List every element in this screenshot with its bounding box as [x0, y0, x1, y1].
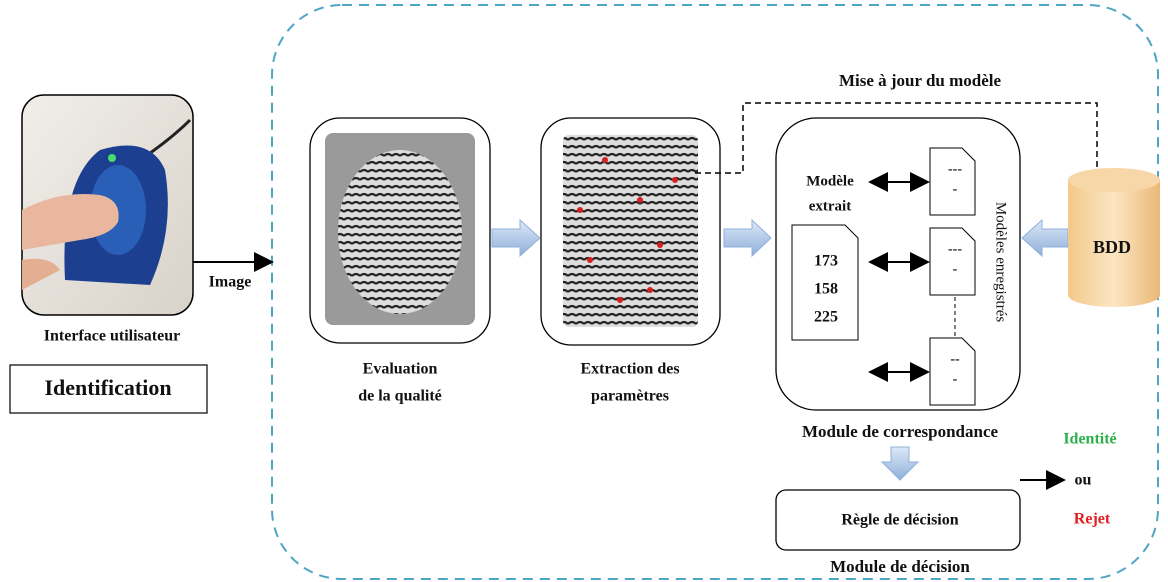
- diagram: Interface utilisateur Identification Ima…: [0, 0, 1168, 582]
- or-label: ou: [1075, 472, 1092, 489]
- extracted-value: 158: [814, 281, 838, 298]
- decision-rule: Règle de décision: [841, 512, 958, 529]
- decision-label: Module de décision: [830, 557, 970, 576]
- fingerprint: [338, 150, 462, 314]
- extracted-label: Modèle: [806, 173, 854, 189]
- extraction-label: Extraction des: [580, 361, 679, 378]
- scanner-photo: [22, 95, 193, 315]
- ui-label: Interface utilisateur: [44, 328, 180, 345]
- extraction-label: paramètres: [591, 388, 669, 405]
- stored-doc-text: -: [953, 182, 958, 197]
- stored-doc-text: --: [950, 352, 960, 367]
- stored-doc-text: ---: [948, 242, 962, 257]
- database-label: BDD: [1093, 237, 1131, 257]
- reject-label: Rejet: [1074, 511, 1111, 528]
- matching-label: Module de correspondance: [802, 422, 999, 441]
- quality-label: Evaluation: [363, 361, 438, 378]
- image-label: Image: [209, 274, 252, 291]
- extracted-value: 225: [814, 309, 838, 326]
- extracted-label: extrait: [809, 198, 851, 214]
- update-label: Mise à jour du modèle: [839, 71, 1002, 90]
- quality-label: de la qualité: [358, 388, 442, 405]
- accept-label: Identité: [1063, 431, 1116, 448]
- mode-label: Identification: [44, 375, 171, 400]
- stored-doc-text: -: [953, 372, 958, 387]
- fingerprint-minutiae: [563, 135, 698, 327]
- stored-label: Modèles enregistrés: [993, 202, 1009, 323]
- stored-doc-text: -: [953, 262, 958, 277]
- stored-doc-text: ---: [948, 162, 962, 177]
- extracted-value: 173: [814, 253, 838, 270]
